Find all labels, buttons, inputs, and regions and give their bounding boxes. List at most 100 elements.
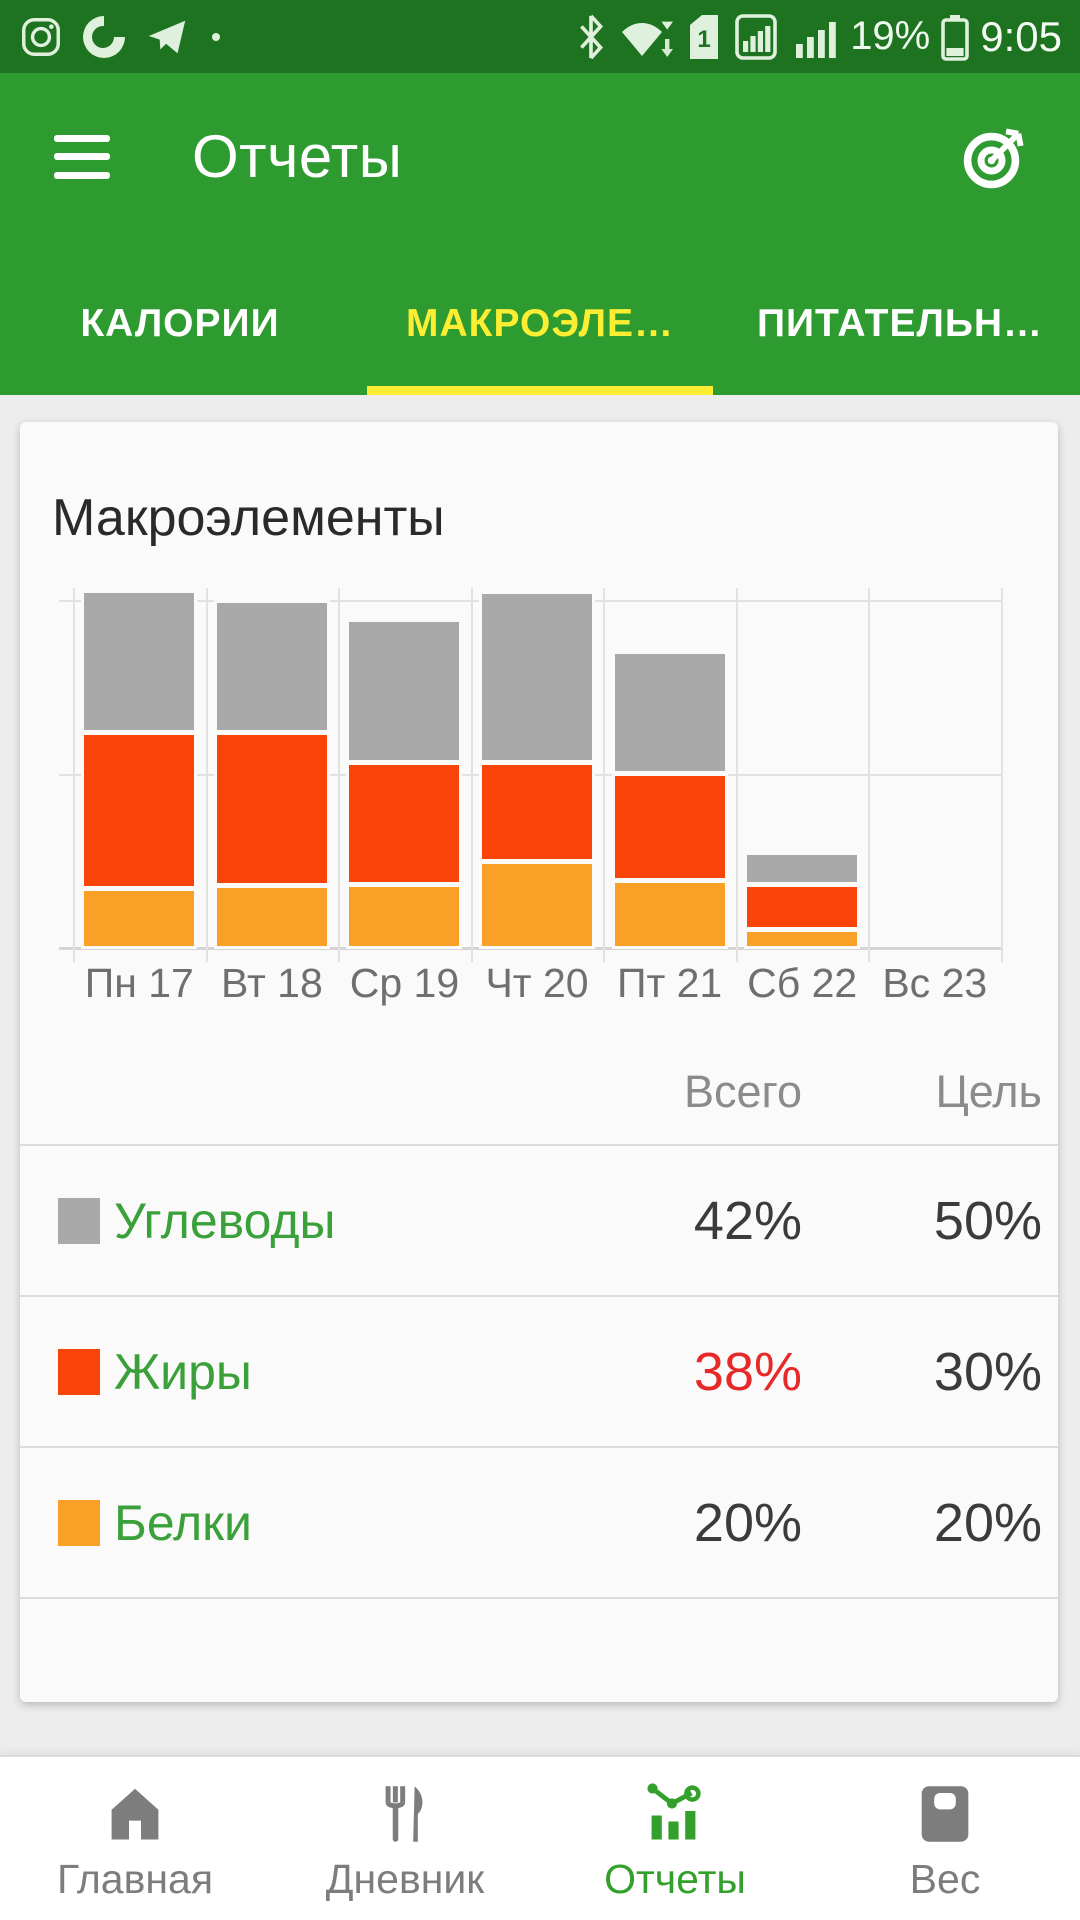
tab-calories[interactable]: КАЛОРИИ — [80, 302, 280, 345]
bar-segment-Белки — [349, 886, 460, 946]
notification-icons — [18, 13, 220, 61]
menu-button[interactable] — [54, 134, 110, 179]
bar-segment-Жиры — [747, 887, 858, 928]
bottom-navigation: Главная Дневник — [0, 1755, 1080, 1920]
proteins-color-swatch — [58, 1499, 100, 1546]
telegram-notification-icon — [148, 20, 186, 53]
bar-segment-Углеводы — [84, 592, 195, 730]
scale-icon — [921, 1785, 969, 1842]
table-footer-spacer — [20, 1597, 1058, 1652]
tab-macronutrients[interactable]: МАКРОЭЛЕ… — [360, 240, 720, 395]
bar-segment-Белки — [216, 887, 327, 946]
goal-value: 30% — [933, 1341, 1042, 1402]
battery-icon — [941, 14, 970, 61]
bar-Чт 20[interactable] — [471, 593, 604, 948]
home-icon — [111, 1788, 159, 1839]
total-value: 42% — [693, 1190, 802, 1251]
bluetooth-icon — [580, 14, 604, 59]
goal-target-button[interactable] — [960, 122, 1030, 192]
bar-segment-Жиры — [482, 764, 593, 859]
bar-segment-Жиры — [216, 735, 327, 883]
call-notification-icon — [83, 15, 125, 58]
tab-bar: КАЛОРИИ МАКРОЭЛЕ… ПИТАТЕЛЬН… — [0, 240, 1080, 395]
column-header-goal: Цель — [935, 1066, 1042, 1117]
x-tick-label: Вс 23 — [882, 960, 988, 1006]
gridline — [868, 588, 871, 962]
gridline — [338, 588, 341, 962]
mobile-signal-boxed-icon — [735, 13, 777, 60]
carbs-color-swatch — [58, 1197, 100, 1244]
notification-dot-icon — [212, 32, 220, 41]
gridline — [735, 588, 738, 962]
goal-value: 50% — [933, 1190, 1042, 1251]
gridline — [1001, 588, 1003, 962]
table-row-proteins[interactable]: Белки 20% 20% — [20, 1446, 1058, 1597]
column-header-total: Всего — [684, 1066, 802, 1117]
x-tick-label: Вт 18 — [220, 960, 323, 1006]
signal-bars-icon — [796, 21, 836, 58]
tab-nutrients[interactable]: ПИТАТЕЛЬН… — [756, 302, 1044, 345]
gridline — [205, 588, 208, 962]
svg-text:1: 1 — [698, 26, 711, 53]
content-area: Макроэлементы Пн 17 Вт 18 Ср 19 Чт 20 Пт… — [0, 395, 1080, 1702]
gridline — [470, 588, 473, 962]
fats-color-swatch — [58, 1348, 100, 1395]
total-value: 38% — [693, 1341, 802, 1402]
bar-Пн 17[interactable] — [73, 592, 206, 948]
fork-knife-icon — [385, 1785, 423, 1842]
sim-card-icon: 1 — [690, 14, 719, 59]
bar-columns — [73, 592, 1001, 948]
gridline — [603, 588, 606, 962]
bar-Пт 21[interactable] — [603, 600, 736, 948]
table-row-fats[interactable]: Жиры 38% 30% — [20, 1295, 1058, 1446]
wifi-icon — [622, 21, 674, 57]
bar-Ср 19[interactable] — [338, 600, 471, 948]
nav-item-diary[interactable]: Дневник — [270, 1757, 540, 1920]
instagram-notification-icon — [22, 17, 60, 56]
bar-segment-Белки — [84, 891, 195, 946]
row-label: Жиры — [114, 1343, 252, 1400]
row-label: Углеводы — [114, 1192, 336, 1249]
clock-text: 9:05 — [980, 12, 1062, 60]
bar-segment-Углеводы — [349, 621, 460, 760]
macronutrients-card: Макроэлементы Пн 17 Вт 18 Ср 19 Чт 20 Пт… — [20, 422, 1058, 1702]
macros-table: Всего Цель Углеводы 42% 50% Жиры 38% 30% — [20, 1066, 1058, 1652]
nav-item-weight[interactable]: Вес — [810, 1757, 1080, 1920]
bar-Вс 23[interactable] — [868, 600, 1001, 948]
reports-chart-icon — [647, 1782, 701, 1839]
table-row-carbs[interactable]: Углеводы 42% 50% — [20, 1144, 1058, 1295]
status-bar: 1 19% 9:05 — [0, 0, 1080, 73]
bar-segment-Белки — [747, 932, 858, 946]
bar-segment-Белки — [482, 863, 593, 946]
bar-segment-Углеводы — [747, 854, 858, 883]
nav-item-reports[interactable]: Отчеты — [540, 1757, 810, 1920]
active-tab-indicator — [367, 386, 713, 395]
bar-segment-Жиры — [84, 735, 195, 887]
bar-segment-Углеводы — [216, 602, 327, 730]
goal-value: 20% — [933, 1492, 1042, 1553]
target-arrow-icon — [963, 127, 1024, 188]
x-tick-label: Сб 22 — [747, 960, 858, 1006]
bar-segment-Углеводы — [614, 654, 725, 772]
x-tick-label: Пт 21 — [616, 960, 723, 1006]
page-title: Отчеты — [192, 123, 403, 190]
app-bar: Отчеты КАЛОРИИ МАКРОЭЛЕ… ПИТАТЕЛЬН… — [0, 73, 1080, 395]
total-value: 20% — [693, 1492, 802, 1553]
x-tick-label: Пн 17 — [84, 960, 194, 1006]
x-axis-line — [59, 947, 1001, 950]
bar-Вт 18[interactable] — [206, 600, 339, 948]
gridline — [73, 588, 75, 962]
x-axis-labels: Пн 17 Вт 18 Ср 19 Чт 20 Пт 21 Сб 22 Вс 2… — [73, 954, 1001, 1012]
battery-percent-text: 19% — [850, 14, 931, 58]
chart-plot — [59, 588, 1003, 962]
row-label: Белки — [114, 1494, 252, 1551]
x-tick-label: Ср 19 — [349, 960, 460, 1006]
bar-segment-Жиры — [614, 776, 725, 879]
menu-icon — [54, 134, 110, 142]
nav-item-home[interactable]: Главная — [0, 1757, 270, 1920]
x-tick-label: Чт 20 — [485, 960, 589, 1006]
bar-segment-Углеводы — [482, 593, 593, 760]
system-status-icons: 1 19% 9:05 — [574, 13, 1062, 61]
bar-Сб 22[interactable] — [736, 600, 869, 948]
